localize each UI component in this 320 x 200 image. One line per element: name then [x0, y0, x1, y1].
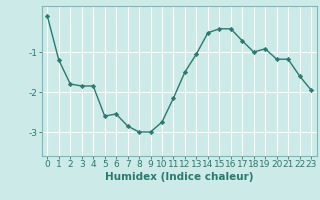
X-axis label: Humidex (Indice chaleur): Humidex (Indice chaleur) — [105, 172, 253, 182]
